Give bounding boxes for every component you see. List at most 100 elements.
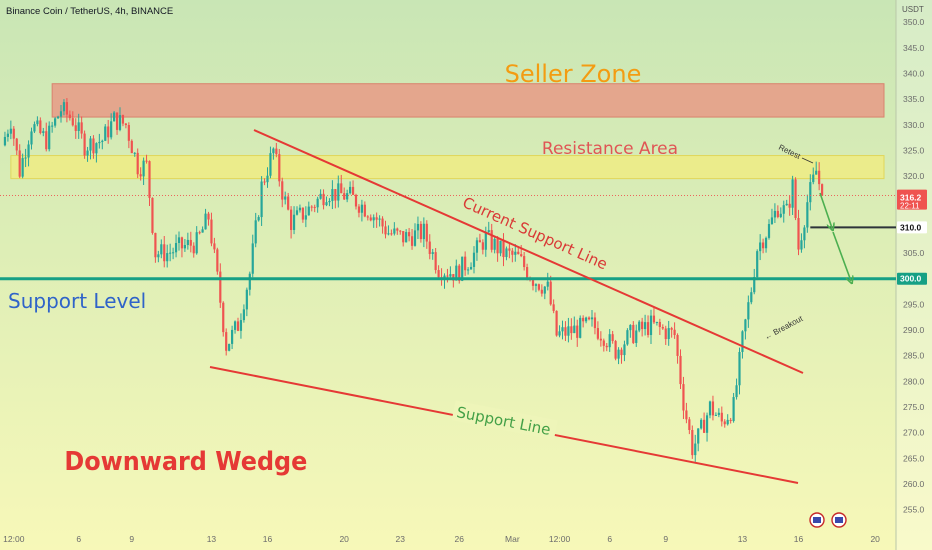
target-price-text: 310.0 <box>900 222 922 232</box>
projection-arrow-2 <box>832 231 851 281</box>
candle-body <box>54 118 57 126</box>
candle-body <box>74 125 77 131</box>
candle-body <box>378 218 381 220</box>
y-tick-label: 350.0 <box>903 17 925 27</box>
candle-body <box>68 114 71 119</box>
x-tick-label: 16 <box>794 534 804 544</box>
candle-body <box>425 223 428 242</box>
candle-body <box>36 120 39 125</box>
candle-body <box>587 317 591 320</box>
candle-body <box>254 220 257 244</box>
candle-body <box>818 170 821 185</box>
x-tick-label: Mar <box>505 534 520 544</box>
candle-body <box>741 331 744 352</box>
candle-body <box>517 251 520 255</box>
candle-body <box>307 206 310 216</box>
candle-body <box>546 281 549 287</box>
candle-body <box>9 128 12 134</box>
candle-body <box>726 419 729 425</box>
candle-body <box>803 227 806 241</box>
candle-body <box>812 174 815 183</box>
candle-body <box>304 215 307 220</box>
x-tick-label: 12:00 <box>3 534 25 544</box>
candle-body <box>585 317 588 322</box>
candle-body <box>245 289 248 310</box>
candle-body <box>431 252 434 254</box>
candle-body <box>764 237 768 249</box>
candle-body <box>788 203 791 208</box>
candle-body <box>260 181 263 218</box>
candle-body <box>340 183 343 194</box>
candle-body <box>151 197 154 233</box>
y-tick-label: 340.0 <box>903 68 925 78</box>
candle-body <box>113 112 116 122</box>
x-tick-label: 6 <box>76 534 81 544</box>
candle-body <box>12 128 15 139</box>
candle-body <box>756 251 759 278</box>
candle-body <box>101 140 104 142</box>
current-support-trendline <box>253 129 804 374</box>
candle-body <box>42 131 45 133</box>
candle-body <box>396 228 399 231</box>
candle-body <box>24 157 27 159</box>
candle-body <box>142 160 145 177</box>
candle-body <box>455 265 458 281</box>
candle-body <box>33 124 36 132</box>
candle-body <box>714 414 717 416</box>
candle-body <box>638 321 641 331</box>
candle-body <box>349 186 352 194</box>
candle-body <box>169 252 172 254</box>
candle-body <box>390 233 393 235</box>
candle-body <box>729 419 732 422</box>
candle-body <box>705 415 709 433</box>
candle-body <box>281 181 284 200</box>
candle-body <box>219 271 222 303</box>
candle-body <box>708 401 712 416</box>
candle-body <box>337 183 340 201</box>
y-tick-label: 270.0 <box>903 428 925 438</box>
y-tick-label: 305.0 <box>903 248 925 258</box>
candle-body <box>605 345 608 348</box>
candle-body <box>363 204 366 217</box>
candle-body <box>596 328 599 339</box>
candle-body <box>163 244 166 262</box>
candle-body <box>753 277 756 293</box>
support-line-label-bg <box>451 400 558 441</box>
candle-body <box>582 317 585 322</box>
candle-body <box>18 150 21 177</box>
target-price-box <box>897 221 927 234</box>
y-tick-label: 290.0 <box>903 325 925 335</box>
candle-body <box>567 326 570 336</box>
candle-body <box>387 233 390 235</box>
candle-body <box>239 320 243 331</box>
candle-body <box>177 237 181 244</box>
candle-body <box>797 218 800 250</box>
candle-body <box>278 154 281 182</box>
candle-body <box>552 304 555 311</box>
y-tick-label: 330.0 <box>903 120 925 130</box>
candle-body <box>502 240 505 258</box>
candle-body <box>767 224 771 238</box>
candle-body <box>685 410 688 420</box>
candle-body <box>449 274 452 277</box>
candle-body <box>263 181 266 183</box>
candle-body <box>608 334 611 348</box>
candle-body <box>579 317 582 338</box>
candle-body <box>384 226 387 235</box>
candle-body <box>80 122 83 134</box>
candle-body <box>720 412 723 422</box>
candle-body <box>472 252 476 267</box>
candle-body <box>298 207 302 211</box>
candle-body <box>334 189 337 201</box>
candle-body <box>328 200 331 203</box>
candle-body <box>785 203 788 206</box>
candle-body <box>228 343 231 351</box>
candle-body <box>555 310 558 336</box>
y-tick-label: 335.0 <box>903 94 925 104</box>
candle-body <box>89 138 92 151</box>
candle-body <box>301 207 304 220</box>
candle-body <box>56 116 60 119</box>
candle-body <box>104 126 107 141</box>
candle-body <box>98 141 101 144</box>
